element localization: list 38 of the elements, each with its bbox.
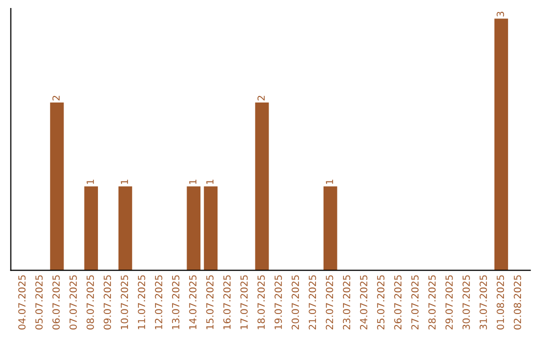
- x-tick-label: 19.07.2025: [274, 275, 282, 330]
- x-tick-label: 20.07.2025: [292, 275, 299, 330]
- x-tick-label: 27.07.2025: [411, 275, 419, 330]
- x-tick-label: 14.07.2025: [189, 275, 196, 330]
- x-tick-label: 11.07.2025: [138, 275, 146, 330]
- data-label: 2: [52, 96, 60, 100]
- x-tick-label: 21.07.2025: [308, 275, 316, 330]
- x-tick-label: 30.07.2025: [462, 275, 470, 330]
- x-tick-label: 12.07.2025: [154, 275, 162, 330]
- x-tick-label: 04.07.2025: [18, 275, 26, 330]
- x-tick-label: 16.07.2025: [223, 275, 231, 330]
- data-label: 1: [206, 180, 214, 184]
- x-tick-label: 08.07.2025: [86, 275, 94, 330]
- x-tick-label: 31.07.2025: [480, 275, 487, 330]
- data-label: 1: [120, 180, 128, 184]
- x-tick-label: 26.07.2025: [394, 275, 402, 330]
- x-tick-label: 10.07.2025: [120, 275, 128, 330]
- data-label: 2: [257, 96, 265, 100]
- x-tick-label: 17.07.2025: [240, 275, 248, 330]
- data-label: 1: [326, 180, 334, 184]
- x-tick-label: 02.08.2025: [514, 275, 522, 330]
- x-tick-label: 18.07.2025: [257, 275, 265, 330]
- x-tick-label: 23.07.2025: [342, 275, 350, 330]
- x-tick-label: 22.07.2025: [326, 275, 334, 330]
- x-tick-label: 06.07.2025: [52, 275, 60, 330]
- data-label: 1: [189, 180, 196, 184]
- x-tick-label: 25.07.2025: [377, 275, 384, 330]
- x-tick-label: 05.07.2025: [35, 275, 43, 330]
- x-tick-label: 24.07.2025: [360, 275, 368, 330]
- x-tick-label: 13.07.2025: [172, 275, 180, 330]
- x-tick-label: 01.08.2025: [496, 275, 504, 330]
- x-tick-label: 29.07.2025: [445, 275, 453, 330]
- x-tick-label: 09.07.2025: [104, 275, 112, 330]
- data-label: 3: [496, 12, 504, 16]
- x-tick-label: 28.07.2025: [428, 275, 436, 330]
- data-label: 1: [86, 180, 94, 184]
- x-tick-label: 07.07.2025: [69, 275, 77, 330]
- x-tick-label: 15.07.2025: [206, 275, 214, 330]
